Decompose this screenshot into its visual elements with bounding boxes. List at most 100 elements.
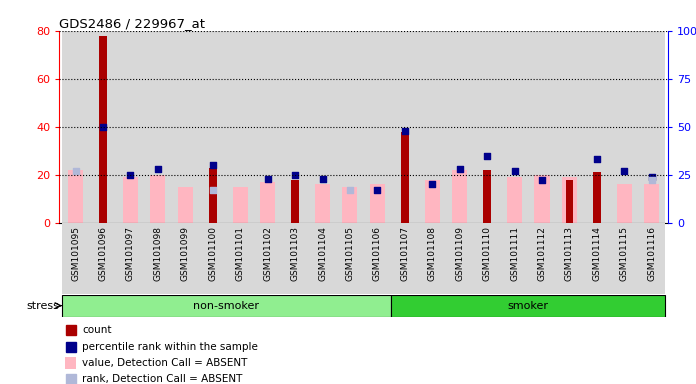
Bar [391,223,418,294]
Text: GSM101109: GSM101109 [455,226,464,281]
Text: GDS2486 / 229967_at: GDS2486 / 229967_at [59,17,205,30]
Bar [555,31,583,223]
Bar [309,223,336,294]
Text: rank, Detection Call = ABSENT: rank, Detection Call = ABSENT [82,374,243,384]
Bar [254,31,281,223]
Bar [336,223,363,294]
Bar [65,357,76,369]
Bar [281,31,309,223]
Bar [291,180,299,223]
Bar [562,177,577,223]
Point [646,177,657,184]
Bar [644,184,659,223]
Text: GSM101099: GSM101099 [181,226,190,281]
Text: GSM101098: GSM101098 [153,226,162,281]
Bar [593,172,601,223]
Bar [507,177,522,223]
Bar [391,31,418,223]
Bar [226,223,254,294]
Bar [638,31,665,223]
Bar [62,295,391,317]
Text: GSM101112: GSM101112 [537,226,546,281]
Text: GSM101115: GSM101115 [619,226,628,281]
Text: GSM101100: GSM101100 [208,226,217,281]
Point [646,174,657,180]
Bar [391,295,665,317]
Point [207,162,219,168]
Text: GSM101095: GSM101095 [71,226,80,281]
Bar [199,223,226,294]
Text: GSM101116: GSM101116 [647,226,656,281]
Bar [144,223,172,294]
Bar [172,223,199,294]
Text: percentile rank within the sample: percentile rank within the sample [82,342,258,352]
Text: GSM101101: GSM101101 [236,226,245,281]
Bar [610,223,638,294]
Bar [617,184,632,223]
Point [592,156,603,162]
Bar [172,31,199,223]
Bar [446,31,473,223]
Text: GSM101107: GSM101107 [400,226,409,281]
Bar [370,184,385,223]
Point [317,175,328,182]
Bar [89,31,117,223]
Bar [566,180,574,223]
Bar [583,31,610,223]
Point [125,172,136,178]
Point [207,187,219,193]
Text: GSM101114: GSM101114 [592,226,601,281]
Bar [528,31,555,223]
Bar [610,31,638,223]
Text: value, Detection Call = ABSENT: value, Detection Call = ABSENT [82,358,248,368]
Bar [89,223,117,294]
Bar [336,31,363,223]
Bar [363,31,391,223]
Bar [473,223,501,294]
Bar [177,187,193,223]
Bar [342,187,358,223]
Point [290,172,301,178]
Bar [638,223,665,294]
Bar [123,177,138,223]
Bar [473,31,501,223]
Text: GSM101113: GSM101113 [565,226,574,281]
Text: stress: stress [27,301,60,311]
Text: count: count [82,326,112,336]
Text: GSM101103: GSM101103 [290,226,299,281]
Text: GSM101106: GSM101106 [373,226,382,281]
Point [427,181,438,187]
Point [454,166,465,172]
Text: GSM101108: GSM101108 [428,226,437,281]
Point [372,187,383,193]
Bar [425,180,440,223]
Point [262,175,274,182]
Bar [254,223,281,294]
Bar [150,175,166,223]
Point [152,166,164,172]
Text: non-smoker: non-smoker [193,301,260,311]
Bar [555,223,583,294]
Point [537,177,548,184]
Bar [117,223,144,294]
Bar [260,182,275,223]
Bar [483,170,491,223]
Bar [535,175,550,223]
Bar [226,31,254,223]
Bar [117,31,144,223]
Bar [232,187,248,223]
Bar [452,170,467,223]
Bar [583,223,610,294]
Point [619,168,630,174]
Point [97,124,109,130]
Point [509,168,520,174]
Text: smoker: smoker [508,301,548,311]
Bar [209,167,216,223]
Point [482,152,493,159]
Bar [100,36,107,223]
Bar [62,223,89,294]
Bar [144,31,172,223]
Text: GSM101096: GSM101096 [99,226,108,281]
Text: GSM101097: GSM101097 [126,226,135,281]
Bar [401,131,409,223]
